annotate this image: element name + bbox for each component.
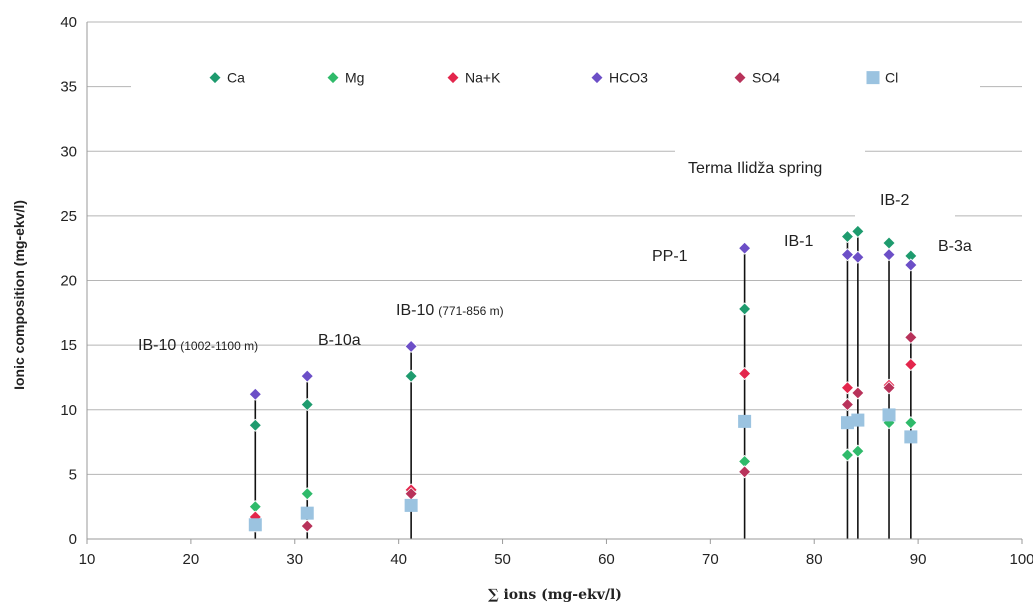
x-axis-title: ∑ ions (mg-ekv/l): [488, 587, 622, 603]
legend-marker-hco3: [590, 71, 604, 85]
annotation-label: IB-10 (771-856 m): [396, 302, 504, 319]
data-points: [248, 224, 918, 533]
point-hco3: [300, 369, 314, 383]
point-ca: [882, 236, 896, 250]
point-mg: [840, 448, 855, 462]
point-so4: [904, 330, 918, 344]
point-na-k: [840, 381, 855, 395]
y-tick-label: 0: [69, 531, 77, 548]
point-cl: [904, 430, 918, 444]
point-ca: [248, 418, 262, 432]
point-cl: [738, 414, 752, 428]
axes: [86, 22, 1023, 544]
x-tick-label: 60: [598, 551, 615, 568]
legend: Ca Mg Na+K HCO3 SO4 Cl: [208, 70, 898, 86]
annotation-label: PP-1: [652, 248, 688, 265]
point-so4: [840, 398, 855, 412]
y-tick-label: 25: [60, 208, 77, 225]
point-hco3: [404, 339, 418, 353]
x-tick-label: 50: [494, 551, 511, 568]
point-so4: [738, 465, 752, 479]
x-tick-label: 30: [286, 551, 303, 568]
sample-annotations: IB-10 (1002-1100 m) B-10a IB-10 (771-856 m) P…: [138, 160, 972, 354]
legend-label-so4: SO4: [752, 70, 780, 86]
legend-item-mg: Mg: [326, 70, 364, 86]
x-tick-label: 70: [702, 551, 719, 568]
y-tick-label: 35: [60, 79, 77, 96]
point-cl: [840, 416, 854, 430]
point-ca: [840, 229, 855, 244]
legend-marker-cl: [866, 71, 880, 85]
annotation-label: B-3a: [938, 238, 972, 255]
y-axis-title: Ionic composition (mg-ekv/l): [11, 200, 27, 390]
point-cl: [404, 498, 418, 512]
point-cl: [882, 408, 896, 422]
point-cl: [300, 506, 314, 520]
point-hco3: [851, 250, 865, 264]
point-so4: [882, 381, 896, 395]
legend-item-na-k: Na+K: [446, 70, 501, 86]
y-tick-label: 40: [60, 14, 77, 31]
annotation-label: IB-10 (1002-1100 m): [138, 337, 258, 354]
gridlines: [87, 21, 1022, 475]
x-tick-label: 80: [806, 551, 823, 568]
point-hco3: [248, 387, 262, 401]
legend-item-hco3: HCO3: [590, 70, 648, 86]
point-ca: [404, 369, 418, 383]
point-mg: [904, 416, 918, 430]
y-tick-label: 15: [60, 337, 77, 354]
y-tick-label: 20: [60, 273, 77, 290]
point-so4: [300, 519, 314, 533]
point-so4: [851, 386, 865, 400]
point-ca: [851, 224, 865, 238]
point-cl: [248, 518, 262, 532]
legend-label-ca: Ca: [227, 70, 245, 86]
annotation-label: IB-2: [880, 192, 909, 209]
point-na-k: [738, 366, 752, 381]
legend-marker-na-k: [446, 71, 460, 85]
x-tick-label: 40: [390, 551, 407, 568]
sample-drop-lines: [254, 231, 912, 539]
x-tick-label: 100: [1009, 551, 1033, 568]
legend-marker-mg: [326, 71, 340, 85]
point-mg: [300, 487, 314, 501]
point-hco3: [882, 248, 896, 262]
point-na-k: [904, 357, 918, 372]
point-hco3: [904, 258, 918, 272]
annotation-label: B-10a: [318, 332, 361, 349]
legend-label-mg: Mg: [345, 70, 364, 86]
y-tick-label: 10: [60, 402, 77, 419]
point-hco3: [738, 241, 752, 255]
point-hco3: [840, 248, 855, 262]
legend-label-na-k: Na+K: [465, 70, 501, 86]
legend-item-ca: Ca: [208, 70, 245, 86]
legend-marker-so4: [733, 71, 747, 85]
point-ca: [300, 398, 314, 412]
y-tick-label: 5: [69, 466, 77, 483]
y-tick-labels: 0 5 10 15 20 25 30 35 40: [60, 14, 77, 548]
legend-item-so4: SO4: [733, 70, 780, 86]
annotation-label: Terma Ilidža spring: [688, 160, 822, 177]
x-tick-labels: 10 20 30 40 50 60 70 80 90 100: [79, 551, 1033, 568]
point-cl: [851, 413, 865, 427]
legend-item-cl: Cl: [866, 70, 898, 86]
x-tick-label: 20: [183, 551, 200, 568]
legend-marker-ca: [208, 71, 222, 85]
legend-label-cl: Cl: [885, 70, 898, 86]
x-tick-label: 90: [910, 551, 927, 568]
point-ca: [738, 302, 752, 316]
point-mg: [851, 444, 865, 458]
y-tick-label: 30: [60, 143, 77, 160]
annotation-label: IB-1: [784, 233, 813, 250]
legend-label-hco3: HCO3: [609, 70, 648, 86]
x-tick-label: 10: [79, 551, 96, 568]
